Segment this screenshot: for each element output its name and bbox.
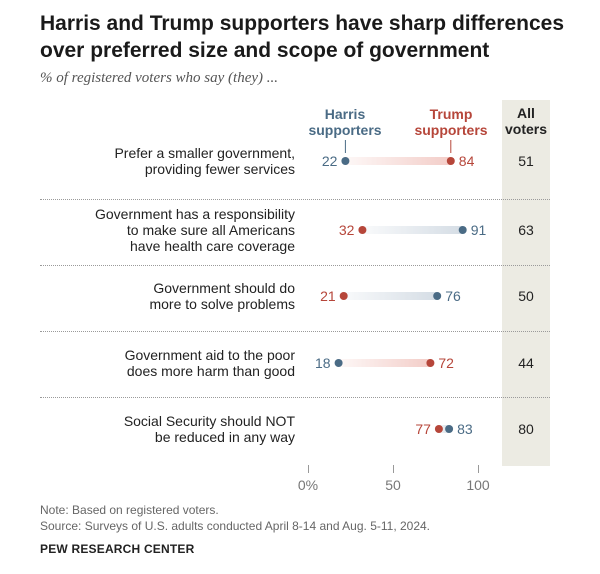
row-label-line: Social Security should NOT bbox=[123, 413, 295, 429]
row-label-line: providing fewer services bbox=[144, 161, 295, 177]
row-label-line: Prefer a smaller government, bbox=[114, 145, 295, 161]
row-label: Government has a responsibility to make s… bbox=[40, 206, 295, 254]
trump-value-label: 77 bbox=[415, 421, 431, 437]
row-separator bbox=[40, 331, 550, 332]
row-label-line: Government aid to the poor bbox=[124, 347, 295, 363]
range-bar bbox=[343, 292, 438, 300]
x-tick-label: 50 bbox=[385, 477, 401, 493]
all-voters-column-header: All voters bbox=[504, 105, 548, 137]
harris-value-label: 76 bbox=[445, 288, 461, 304]
all-voters-value: 63 bbox=[518, 222, 534, 238]
harris-value-label: 22 bbox=[321, 153, 338, 169]
row-label-line: more to solve problems bbox=[149, 296, 295, 312]
chart-title: Harris and Trump supporters have sharp d… bbox=[40, 12, 564, 62]
harris-value-label: 18 bbox=[315, 355, 331, 371]
harris-dot bbox=[445, 425, 454, 433]
chart-subtitle: % of registered voters who say (they) ..… bbox=[40, 70, 279, 86]
trump-dot bbox=[358, 226, 367, 234]
range-bar bbox=[345, 157, 451, 165]
harris-value-label: 91 bbox=[470, 222, 487, 238]
harris-dot bbox=[334, 359, 343, 367]
row-label-line: be reduced in any way bbox=[154, 429, 295, 445]
x-tick-mark bbox=[308, 465, 309, 473]
row-label: Government aid to the poor does more harm… bbox=[40, 347, 295, 379]
all-voters-column-background bbox=[502, 100, 550, 466]
row-separator bbox=[40, 265, 550, 266]
trump-column-header: Trump supporters bbox=[414, 106, 488, 138]
x-tick-label: 100 bbox=[466, 477, 490, 493]
note-text: Note: Based on registered voters. bbox=[40, 503, 219, 517]
harris-dot bbox=[341, 157, 350, 165]
x-tick-mark bbox=[393, 465, 394, 473]
row-label: Government should do more to solve proble… bbox=[40, 280, 295, 312]
row-label-line: have health care coverage bbox=[130, 238, 295, 254]
all-voters-value: 80 bbox=[518, 421, 534, 437]
row-label: Prefer a smaller government, providing fe… bbox=[40, 145, 295, 177]
trump-value-label: 32 bbox=[338, 222, 355, 238]
x-tick-label: 0% bbox=[297, 477, 319, 493]
org-name: PEW RESEARCH CENTER bbox=[40, 542, 195, 556]
trump-value-label: 84 bbox=[458, 153, 475, 169]
trump-dot bbox=[339, 292, 348, 300]
range-bar bbox=[362, 226, 463, 234]
trump-dot bbox=[426, 359, 435, 367]
source-text: Source: Surveys of U.S. adults conducted… bbox=[40, 519, 431, 533]
row-label-line: to make sure all Americans bbox=[126, 222, 295, 238]
harris-value-label: 83 bbox=[457, 421, 473, 437]
trump-dot bbox=[446, 157, 455, 165]
all-voters-value: 51 bbox=[518, 153, 534, 169]
row-separator bbox=[40, 397, 550, 398]
row-label-line: Government should do bbox=[153, 280, 295, 296]
x-tick-mark bbox=[478, 465, 479, 473]
row-label-line: Government has a responsibility bbox=[95, 206, 295, 222]
row-label-line: does more harm than good bbox=[126, 363, 295, 379]
trump-dot bbox=[434, 425, 443, 433]
row-label: Social Security should NOT be reduced in … bbox=[40, 413, 295, 445]
trump-value-label: 72 bbox=[438, 355, 454, 371]
harris-column-header: Harris supporters bbox=[308, 106, 382, 138]
range-bar bbox=[338, 359, 431, 367]
all-voters-value: 44 bbox=[518, 355, 534, 371]
trump-value-label: 21 bbox=[320, 288, 336, 304]
harris-dot bbox=[433, 292, 442, 300]
all-voters-value: 50 bbox=[518, 288, 534, 304]
row-separator bbox=[40, 199, 550, 200]
harris-dot bbox=[458, 226, 467, 234]
range-bar bbox=[438, 425, 450, 433]
